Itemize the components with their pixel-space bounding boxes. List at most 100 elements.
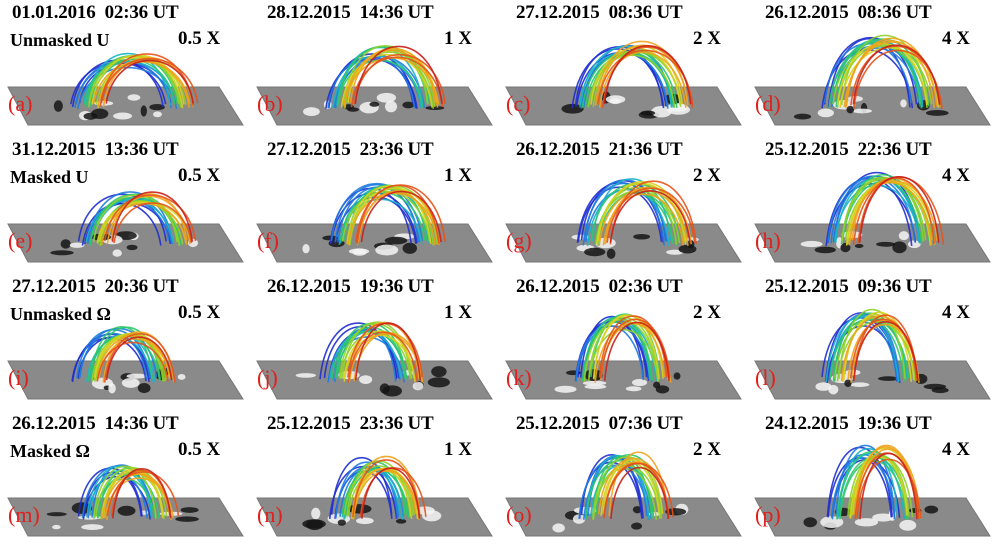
- field-line: [592, 314, 664, 379]
- field-line: [852, 456, 909, 515]
- field-line: [841, 178, 927, 241]
- field-line-render: [7, 53, 244, 126]
- field-line: [852, 44, 941, 105]
- negative-polarity-patch: [925, 110, 949, 116]
- magnetogram-plane: [256, 497, 493, 537]
- field-line: [584, 455, 650, 520]
- field-line: [356, 184, 440, 244]
- positive-polarity-patch: [872, 513, 895, 522]
- negative-polarity-patch: [846, 105, 855, 114]
- panel-timestamp: 27.12.2015 08:36 UT: [516, 2, 683, 23]
- field-line-render: [7, 191, 244, 263]
- panel-timestamp: 26.12.2015 02:36 UT: [516, 276, 683, 297]
- field-line: [603, 45, 692, 105]
- panel-factor-label: 2 X: [693, 165, 721, 186]
- panel-factor-label: 4 X: [942, 28, 970, 49]
- magnetogram-plane: [505, 223, 742, 263]
- field-line: [852, 321, 919, 382]
- field-line: [571, 48, 665, 109]
- positive-polarity-patch: [854, 518, 879, 527]
- field-line: [835, 444, 896, 516]
- field-line: [859, 452, 918, 520]
- panel-mode-label: Masked Ω: [10, 441, 90, 461]
- panel-i: 27.12.2015 20:36 UT Unmasked Ω 0.5 X (i): [0, 274, 249, 411]
- positive-polarity-patch: [800, 240, 823, 248]
- panel-timestamp: 25.12.2015 23:36 UT: [267, 413, 434, 434]
- positive-polarity-patch: [126, 373, 148, 379]
- positive-polarity-patch: [849, 382, 870, 387]
- positive-polarity-patch: [153, 111, 162, 118]
- field-line: [858, 175, 940, 243]
- field-line: [602, 193, 685, 246]
- field-line: [352, 470, 421, 520]
- negative-polarity-patch: [892, 241, 907, 254]
- panel-letter: (n): [257, 502, 283, 527]
- negative-polarity-patch: [60, 239, 71, 249]
- positive-polarity-patch: [900, 99, 907, 108]
- negative-polarity-patch: [665, 508, 687, 516]
- panel-factor-label: 2 X: [693, 28, 721, 49]
- positive-polarity-patch: [422, 510, 442, 522]
- negative-polarity-patch: [402, 242, 418, 254]
- field-line-render: [754, 34, 991, 126]
- panel-a: 01.01.2016 02:36 UT Unmasked U 0.5 X (a): [0, 0, 249, 137]
- panel-j: 26.12.2015 19:36 UT 1 X (j): [249, 274, 498, 411]
- negative-polarity-patch: [427, 377, 450, 388]
- field-line-render: [754, 308, 991, 400]
- field-line-render: [7, 464, 244, 537]
- field-line: [354, 322, 422, 381]
- field-line: [95, 466, 168, 517]
- panel-o: 25.12.2015 07:36 UT 2 X (o): [498, 411, 747, 548]
- field-line: [602, 463, 675, 518]
- negative-polarity-patch: [91, 108, 109, 119]
- panel-mode-label: Unmasked Ω: [10, 304, 111, 324]
- negative-polarity-patch: [322, 235, 339, 241]
- magnetogram-plane: [7, 86, 244, 126]
- negative-polarity-patch: [149, 104, 165, 111]
- field-line: [827, 37, 911, 108]
- magnetogram-plane: [505, 497, 742, 537]
- panel-factor-label: 1 X: [444, 302, 472, 323]
- magnetogram-plane: [7, 223, 244, 263]
- field-line-render: [505, 178, 742, 263]
- panel-letter: (h): [755, 228, 781, 253]
- positive-polarity-patch: [852, 108, 872, 114]
- field-line: [849, 318, 918, 379]
- panel-letter: (c): [506, 91, 531, 116]
- positive-polarity-patch: [375, 244, 399, 256]
- field-line: [354, 45, 443, 104]
- negative-polarity-patch: [180, 507, 199, 513]
- negative-polarity-patch: [431, 366, 447, 378]
- panel-timestamp: 28.12.2015 14:36 UT: [267, 2, 434, 23]
- negative-polarity-patch: [633, 233, 651, 240]
- field-line: [103, 332, 176, 383]
- field-line: [838, 308, 906, 379]
- panel-letter: (a): [8, 91, 33, 116]
- field-line: [610, 466, 670, 520]
- field-line: [110, 193, 188, 241]
- magnetogram-plane: [505, 360, 742, 400]
- panel-mode-label: Unmasked U: [10, 30, 110, 50]
- panel-factor-label: 0.5 X: [178, 302, 221, 323]
- panel-factor-label: 2 X: [693, 439, 721, 460]
- positive-polarity-patch: [108, 383, 116, 394]
- positive-polarity-patch: [295, 373, 316, 378]
- field-line-render: [505, 313, 742, 400]
- magnetogram-plane: [754, 86, 991, 126]
- panel-letter: (k): [506, 365, 532, 390]
- negative-polarity-patch: [137, 383, 151, 394]
- field-line: [609, 190, 691, 243]
- positive-polarity-patch: [384, 100, 398, 113]
- negative-polarity-patch: [924, 505, 939, 514]
- positive-polarity-patch: [69, 242, 85, 248]
- positive-polarity-patch: [572, 514, 586, 524]
- negative-polarity-patch: [402, 101, 415, 109]
- negative-polarity-patch: [877, 376, 899, 381]
- field-line-render: [754, 171, 991, 263]
- negative-polarity-patch: [640, 110, 656, 116]
- positive-polarity-patch: [554, 385, 577, 393]
- field-line: [341, 467, 409, 517]
- panel-timestamp: 24.12.2015 19:36 UT: [765, 413, 932, 434]
- negative-polarity-patch: [673, 372, 681, 380]
- positive-polarity-patch: [121, 377, 140, 388]
